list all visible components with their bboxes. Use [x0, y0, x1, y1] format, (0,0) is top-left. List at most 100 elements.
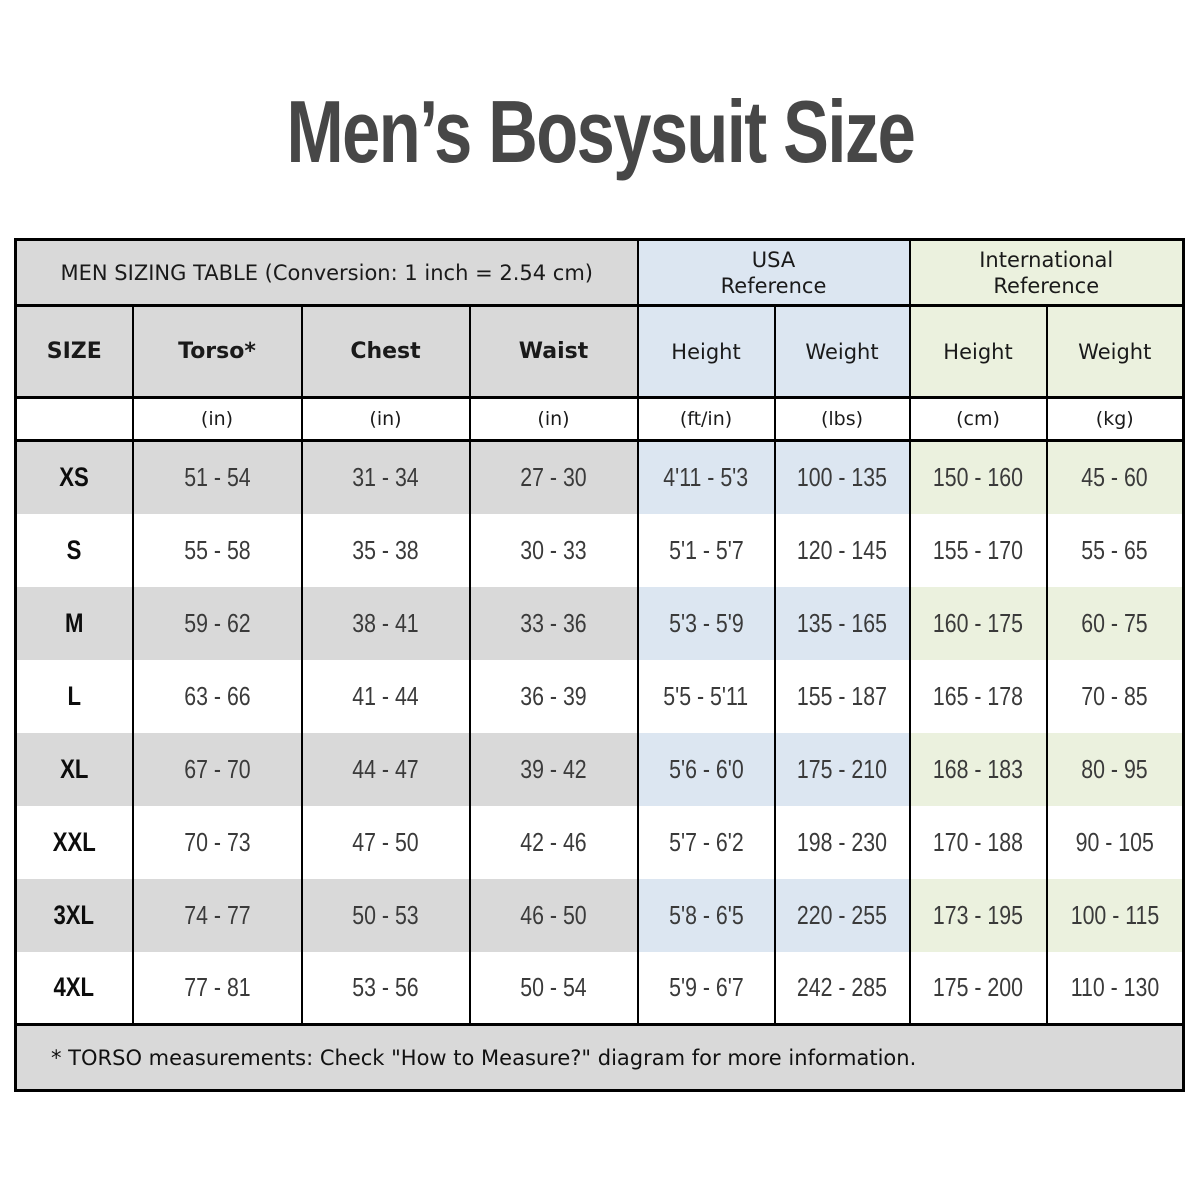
size-label: 4XL [53, 971, 95, 1002]
footnote: * TORSO measurements: Check "How to Meas… [14, 1023, 1185, 1091]
value-cell: 67 - 70 [131, 732, 303, 806]
unit-cell-intl-height: (cm) [908, 397, 1048, 442]
value-text: 67 - 70 [183, 753, 251, 784]
value-text: 41 - 44 [352, 680, 419, 711]
value-text: 5'6 - 6'0 [668, 753, 744, 784]
value-text: 42 - 46 [520, 826, 587, 857]
value-text: 70 - 73 [183, 826, 251, 857]
size-label-cell: XL [14, 732, 134, 806]
value-text: 160 - 175 [932, 607, 1024, 638]
value-text: 31 - 34 [352, 462, 419, 493]
size-label: XXL [52, 826, 96, 857]
value-text: 100 - 135 [796, 462, 888, 493]
value-text: 36 - 39 [520, 680, 587, 711]
value-text: 155 - 170 [932, 534, 1024, 565]
value-text: 47 - 50 [352, 826, 419, 857]
value-text: 45 - 60 [1081, 462, 1148, 493]
value-cell: 155 - 187 [773, 659, 911, 733]
unit-cell-intl-weight: (kg) [1045, 397, 1185, 442]
column-header-usa-weight: Weight [773, 305, 911, 399]
value-text: 5'3 - 5'9 [668, 607, 744, 638]
size-label: XS [59, 462, 90, 493]
page-title: Men’s Bosysuit Size [0, 72, 1200, 211]
usa-reference-header: USA Reference [636, 239, 911, 307]
column-header-chest: Chest [300, 305, 471, 399]
value-cell: 220 - 255 [773, 878, 911, 952]
unit-cell-size [14, 397, 134, 442]
value-cell: 47 - 50 [300, 805, 471, 879]
value-cell: 30 - 33 [468, 513, 639, 587]
size-label-cell: XS [14, 440, 134, 514]
page-title-text: Men’s Bosysuit Size [286, 82, 915, 181]
size-label: L [67, 680, 82, 711]
value-text: 63 - 66 [183, 680, 251, 711]
value-cell: 55 - 58 [131, 513, 303, 587]
table-caption: MEN SIZING TABLE (Conversion: 1 inch = 2… [14, 239, 639, 307]
value-text: 175 - 200 [932, 971, 1024, 1002]
value-cell: 55 - 65 [1045, 513, 1185, 587]
value-text: 90 - 105 [1075, 826, 1154, 857]
value-cell: 38 - 41 [300, 586, 471, 660]
value-cell: 110 - 130 [1045, 951, 1185, 1025]
value-cell: 5'1 - 5'7 [636, 513, 776, 587]
value-cell: 70 - 85 [1045, 659, 1185, 733]
size-label-cell: M [14, 586, 134, 660]
value-text: 165 - 178 [932, 680, 1024, 711]
value-cell: 50 - 54 [468, 951, 639, 1025]
value-text: 5'1 - 5'7 [668, 534, 744, 565]
table-row: L 63 - 66 41 - 44 36 - 39 5'5 - 5'11 155 - 18… [14, 659, 1185, 733]
column-header-row: SIZE Torso* Chest Waist Height Weight He… [14, 305, 1185, 399]
value-text: 53 - 56 [352, 971, 419, 1002]
value-text: 74 - 77 [183, 899, 251, 930]
value-text: 5'5 - 5'11 [663, 680, 749, 711]
value-text: 198 - 230 [796, 826, 888, 857]
unit-cell-waist: (in) [468, 397, 639, 442]
value-text: 150 - 160 [932, 462, 1024, 493]
size-label: M [65, 607, 84, 638]
column-header-usa-height: Height [636, 305, 776, 399]
column-header-torso: Torso* [131, 305, 303, 399]
value-cell: 242 - 285 [773, 951, 911, 1025]
value-text: 33 - 36 [520, 607, 587, 638]
value-cell: 120 - 145 [773, 513, 911, 587]
value-cell: 80 - 95 [1045, 732, 1185, 806]
value-text: 220 - 255 [796, 899, 888, 930]
international-reference-header: International Reference [908, 239, 1185, 307]
value-text: 4'11 - 5'3 [663, 462, 749, 493]
value-text: 5'9 - 6'7 [668, 971, 744, 1002]
value-cell: 90 - 105 [1045, 805, 1185, 879]
value-text: 70 - 85 [1081, 680, 1148, 711]
column-header-size: SIZE [14, 305, 134, 399]
value-cell: 63 - 66 [131, 659, 303, 733]
value-text: 51 - 54 [183, 462, 251, 493]
value-cell: 5'3 - 5'9 [636, 586, 776, 660]
table-row: XXL 70 - 73 47 - 50 42 - 46 5'7 - 6'2 198 - 2… [14, 805, 1185, 879]
value-cell: 5'8 - 6'5 [636, 878, 776, 952]
value-cell: 175 - 210 [773, 732, 911, 806]
value-cell: 175 - 200 [908, 951, 1048, 1025]
value-text: 46 - 50 [520, 899, 587, 930]
value-cell: 198 - 230 [773, 805, 911, 879]
value-cell: 155 - 170 [908, 513, 1048, 587]
value-text: 50 - 54 [520, 971, 587, 1002]
value-cell: 44 - 47 [300, 732, 471, 806]
table-row: 3XL 74 - 77 50 - 53 46 - 50 5'8 - 6'5 220 - 2… [14, 878, 1185, 952]
size-label: XL [60, 753, 89, 784]
size-label-cell: S [14, 513, 134, 587]
value-text: 38 - 41 [352, 607, 419, 638]
value-cell: 168 - 183 [908, 732, 1048, 806]
value-text: 173 - 195 [932, 899, 1024, 930]
value-text: 100 - 115 [1070, 899, 1160, 930]
value-cell: 27 - 30 [468, 440, 639, 514]
value-cell: 5'7 - 6'2 [636, 805, 776, 879]
value-cell: 74 - 77 [131, 878, 303, 952]
value-text: 55 - 58 [183, 534, 251, 565]
value-cell: 53 - 56 [300, 951, 471, 1025]
value-cell: 35 - 38 [300, 513, 471, 587]
value-cell: 59 - 62 [131, 586, 303, 660]
value-text: 35 - 38 [352, 534, 419, 565]
value-cell: 50 - 53 [300, 878, 471, 952]
value-cell: 46 - 50 [468, 878, 639, 952]
value-cell: 60 - 75 [1045, 586, 1185, 660]
